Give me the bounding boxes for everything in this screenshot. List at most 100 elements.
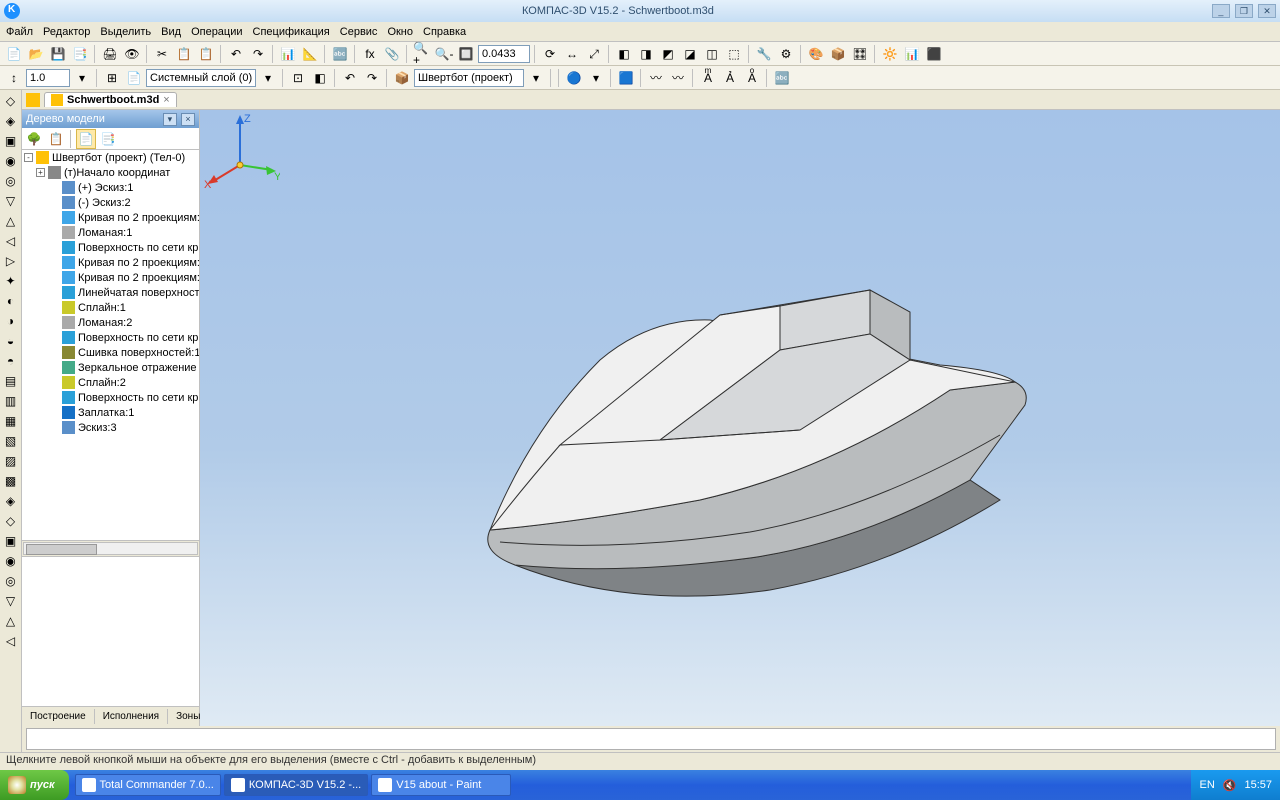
close-button[interactable]: ✕ xyxy=(1258,4,1276,18)
model-tree[interactable]: -Швертбот (проект) (Тел-0)+(т)Начало коо… xyxy=(22,150,199,540)
toolbar-button[interactable]: ▾ xyxy=(526,68,546,88)
toolbar-button[interactable]: 🟦 xyxy=(616,68,636,88)
toolbar-button[interactable]: ⬚ xyxy=(724,44,744,64)
toolbar-button[interactable]: 📊 xyxy=(278,44,298,64)
palette-button[interactable]: ◒ xyxy=(2,332,20,350)
taskbar-task[interactable]: Total Commander 7.0... xyxy=(75,774,221,796)
toolbar-button[interactable]: 📐 xyxy=(300,44,320,64)
toolbar-button[interactable]: 〰 xyxy=(668,68,688,88)
palette-button[interactable]: △ xyxy=(2,212,20,230)
toolbar-button[interactable]: Aͫ xyxy=(698,68,718,88)
palette-button[interactable]: ▦ xyxy=(2,412,20,430)
palette-button[interactable]: ▽ xyxy=(2,192,20,210)
tree-node[interactable]: Ломаная:1 xyxy=(22,225,199,240)
palette-button[interactable]: ◎ xyxy=(2,172,20,190)
menu-Справка[interactable]: Справка xyxy=(423,26,466,38)
toolbar-button[interactable]: ◫ xyxy=(702,44,722,64)
toolbar-button[interactable]: ↶ xyxy=(226,44,246,64)
tray-icon-1[interactable]: 🔇 xyxy=(1223,779,1237,792)
palette-button[interactable]: ▥ xyxy=(2,392,20,410)
toolbar-button[interactable]: ✂ xyxy=(152,44,172,64)
zoom-input[interactable] xyxy=(478,45,530,63)
palette-button[interactable]: ▽ xyxy=(2,592,20,610)
toolbar-button[interactable]: ▾ xyxy=(586,68,606,88)
toolbar-button[interactable]: 🎨 xyxy=(806,44,826,64)
toolbar-button[interactable]: ◧ xyxy=(310,68,330,88)
tree-node[interactable]: Линейчатая поверхност xyxy=(22,285,199,300)
menu-Файл[interactable]: Файл xyxy=(6,26,33,38)
lang-indicator[interactable]: EN xyxy=(1199,779,1214,791)
toolbar-button[interactable]: 📋 xyxy=(174,44,194,64)
tree-node[interactable]: (-) Эскиз:2 xyxy=(22,195,199,210)
tree-node[interactable]: Сшивка поверхностей:1 xyxy=(22,345,199,360)
toolbar-button[interactable]: ⤢ xyxy=(584,44,604,64)
tab-close-icon[interactable]: × xyxy=(163,94,169,106)
tree-tab[interactable]: Построение xyxy=(22,709,95,724)
toolbar-button[interactable]: 🔆 xyxy=(880,44,900,64)
toolbar-button[interactable]: ⊞ xyxy=(102,68,122,88)
toolbar-button[interactable]: ↔ xyxy=(562,44,582,64)
menu-Окно[interactable]: Окно xyxy=(387,26,413,38)
toolbar-button[interactable]: ▾ xyxy=(258,68,278,88)
palette-button[interactable]: ▣ xyxy=(2,132,20,150)
palette-button[interactable]: ◎ xyxy=(2,572,20,590)
palette-button[interactable]: ✦ xyxy=(2,272,20,290)
toolbar-button[interactable]: 🔤 xyxy=(772,68,792,88)
menu-Выделить[interactable]: Выделить xyxy=(100,26,151,38)
palette-button[interactable]: △ xyxy=(2,612,20,630)
toolbar-button[interactable]: 📄 xyxy=(4,44,24,64)
menu-Редактор[interactable]: Редактор xyxy=(43,26,90,38)
toolbar-button[interactable]: ⊡ xyxy=(288,68,308,88)
tree-btn-1[interactable]: 🌳 xyxy=(24,129,44,149)
palette-button[interactable]: ◉ xyxy=(2,552,20,570)
palette-button[interactable]: ◁ xyxy=(2,632,20,650)
tree-node[interactable]: Сплайн:2 xyxy=(22,375,199,390)
toolbar-button[interactable]: ▾ xyxy=(72,68,92,88)
toolbar-button[interactable]: 🖨 xyxy=(100,44,120,64)
viewport-3d[interactable]: Z X Y xyxy=(200,110,1280,726)
tree-node[interactable]: Кривая по 2 проекциям: xyxy=(22,210,199,225)
tree-btn-2[interactable]: 📋 xyxy=(46,129,66,149)
palette-button[interactable]: ◁ xyxy=(2,232,20,250)
toolbar-button[interactable]: 🔤 xyxy=(330,44,350,64)
toolbar-button[interactable]: 📦 xyxy=(828,44,848,64)
palette-button[interactable]: ▧ xyxy=(2,432,20,450)
toolbar-button[interactable]: fx xyxy=(360,44,380,64)
toolbar-button[interactable]: ◪ xyxy=(680,44,700,64)
toolbar-button[interactable]: 📋 xyxy=(196,44,216,64)
toolbar-button[interactable]: ⬛ xyxy=(924,44,944,64)
palette-button[interactable]: ◈ xyxy=(2,492,20,510)
tree-btn-3[interactable]: 📄 xyxy=(76,129,96,149)
toolbar-button[interactable]: ⟳ xyxy=(540,44,560,64)
tree-node[interactable]: Кривая по 2 проекциям: xyxy=(22,255,199,270)
tree-btn-4[interactable]: 📑 xyxy=(98,129,118,149)
palette-button[interactable]: ◇ xyxy=(2,512,20,530)
toolbar-button[interactable]: 📑 xyxy=(70,44,90,64)
toolbar-button[interactable]: 🎛 xyxy=(850,44,870,64)
toolbar-button[interactable]: Aͦ xyxy=(742,68,762,88)
toolbar-button[interactable]: ◨ xyxy=(636,44,656,64)
toolbar-button[interactable]: 🔧 xyxy=(754,44,774,64)
scale-input[interactable] xyxy=(26,69,70,87)
document-tab[interactable]: Schwertboot.m3d × xyxy=(44,92,177,107)
toolbar-button[interactable]: 🔵 xyxy=(564,68,584,88)
palette-button[interactable]: ◉ xyxy=(2,152,20,170)
start-button[interactable]: пуск xyxy=(0,770,69,800)
taskbar-task[interactable]: V15 about - Paint xyxy=(371,774,511,796)
toolbar-button[interactable]: 🔍+ xyxy=(412,44,432,64)
toolbar-button[interactable]: 🔍- xyxy=(434,44,454,64)
tree-pin-button[interactable]: ▾ xyxy=(163,113,177,126)
menu-Сервис[interactable]: Сервис xyxy=(340,26,378,38)
layer-combo[interactable] xyxy=(146,69,256,87)
palette-button[interactable]: ◑ xyxy=(2,312,20,330)
minimize-button[interactable]: _ xyxy=(1212,4,1230,18)
toolbar-button[interactable]: Ả xyxy=(720,68,740,88)
tree-node[interactable]: Сплайн:1 xyxy=(22,300,199,315)
tree-node[interactable]: Поверхность по сети кр xyxy=(22,240,199,255)
tree-node[interactable]: Заплатка:1 xyxy=(22,405,199,420)
toolbar-button[interactable]: 📎 xyxy=(382,44,402,64)
tree-node[interactable]: +(т)Начало координат xyxy=(22,165,199,180)
taskbar-task[interactable]: КОМПАС-3D V15.2 -... xyxy=(224,774,368,796)
toolbar-button[interactable]: ↷ xyxy=(248,44,268,64)
toolbar-button[interactable]: ↕ xyxy=(4,68,24,88)
